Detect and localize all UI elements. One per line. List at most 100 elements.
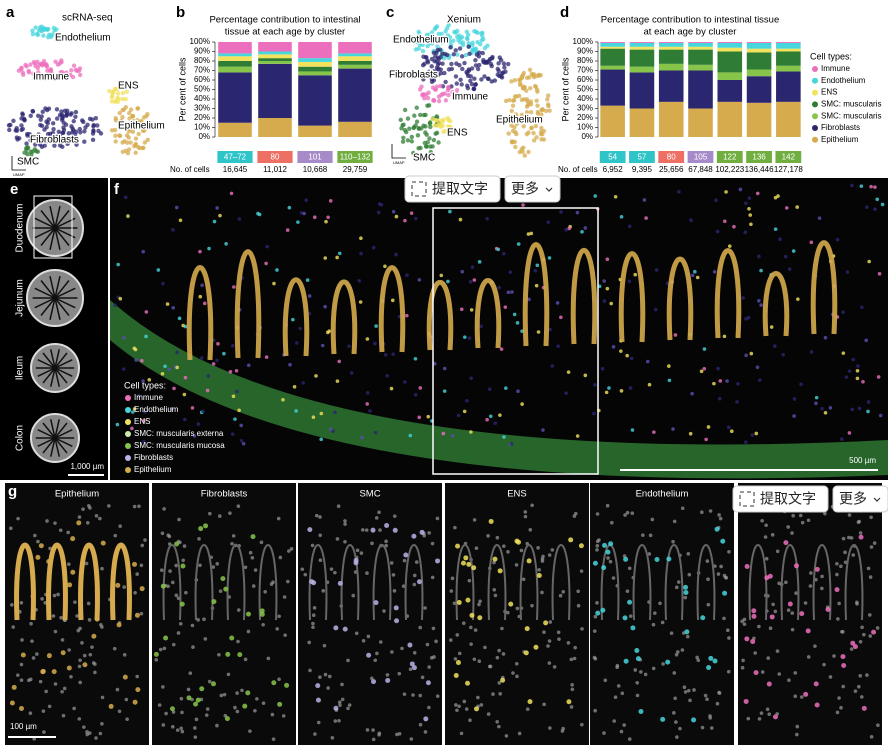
umap-cell	[429, 64, 434, 69]
nucleus	[427, 665, 431, 669]
nucleus	[495, 655, 500, 660]
nucleus	[454, 703, 458, 707]
nucleus	[194, 717, 199, 722]
nucleus	[625, 589, 630, 593]
more-button[interactable]	[504, 175, 561, 203]
umap-cell	[433, 87, 438, 92]
nucleus	[595, 544, 600, 548]
cell	[337, 359, 342, 364]
umap-cell	[460, 66, 465, 72]
cell	[241, 441, 246, 446]
bar-segment	[658, 42, 684, 43]
highlight-cell	[198, 526, 204, 532]
nucleus	[540, 590, 544, 595]
umap-cell	[442, 91, 448, 96]
cell	[628, 386, 633, 390]
nucleus	[675, 735, 679, 739]
nucleus	[572, 656, 577, 661]
highlight-cell	[524, 626, 530, 632]
cell	[604, 390, 609, 395]
nucleus	[790, 531, 794, 535]
nucleus	[73, 600, 77, 604]
category-box	[658, 151, 685, 163]
umap-cell	[421, 77, 426, 82]
umap-cell	[522, 153, 528, 158]
nucleus	[477, 602, 481, 607]
nucleus	[30, 639, 34, 643]
cell	[533, 268, 538, 273]
cell	[759, 303, 763, 307]
cell	[335, 379, 340, 383]
cell	[205, 388, 210, 393]
cell	[459, 307, 464, 312]
cell	[866, 400, 871, 404]
y-tick-label: 70%	[194, 66, 210, 75]
umap-cell	[47, 32, 52, 38]
umap-cell	[426, 103, 432, 108]
umap-cell	[528, 115, 533, 121]
umap-cell	[60, 114, 66, 119]
chart-title: Percentage contribution to intestinal	[209, 15, 360, 26]
cell	[281, 398, 285, 402]
panel-label: b	[176, 4, 185, 21]
bar-segment	[658, 49, 684, 64]
umap-cell	[536, 72, 541, 78]
nucleus	[355, 548, 360, 553]
cell	[851, 357, 856, 362]
umap-cell	[73, 129, 79, 134]
cell	[379, 202, 384, 207]
umap-cell	[429, 41, 435, 46]
extract-text-button[interactable]	[404, 175, 501, 203]
nucleus	[576, 589, 580, 594]
category-box	[599, 151, 626, 163]
cell	[337, 251, 342, 256]
bar-segment	[600, 48, 625, 66]
tissue-fold	[49, 227, 56, 251]
nucleus	[100, 566, 104, 571]
nucleus	[318, 558, 323, 563]
panel-label: a	[6, 4, 15, 21]
cell	[485, 216, 489, 221]
umap-cell	[513, 144, 518, 150]
cell	[417, 415, 422, 420]
umap-cell	[459, 54, 465, 59]
nucleus	[100, 721, 104, 726]
cell	[232, 285, 236, 289]
umap-cell	[19, 123, 24, 128]
villus	[330, 279, 358, 355]
villus	[46, 542, 68, 621]
nucleus	[205, 707, 210, 711]
cell	[323, 256, 328, 260]
nucleus	[813, 644, 817, 648]
umap-cell	[527, 67, 533, 72]
nucleus	[337, 700, 342, 705]
cell	[417, 278, 422, 282]
cell	[555, 301, 560, 305]
cell	[875, 197, 880, 202]
umap-cell	[422, 140, 427, 146]
nucleus	[343, 539, 347, 544]
umap-cell	[417, 87, 423, 92]
nucleus	[593, 656, 598, 661]
bar-segment	[338, 68, 372, 122]
umap-cell	[539, 112, 544, 117]
tissue-fold	[49, 205, 56, 229]
umap-label: Fibroblasts	[389, 70, 438, 81]
umap-cell	[135, 117, 140, 123]
extract-text-button[interactable]	[732, 485, 829, 513]
y-tick-label: 60%	[577, 75, 593, 84]
nucleus	[278, 555, 283, 560]
nucleus	[269, 582, 274, 586]
cell	[787, 267, 792, 271]
highlight-cell	[11, 684, 17, 690]
bar-segment	[658, 70, 684, 102]
nucleus	[630, 511, 635, 516]
nucleus	[757, 717, 762, 721]
umap-cell	[120, 90, 126, 96]
umap-cell	[61, 127, 67, 133]
cell	[359, 236, 363, 241]
nucleus	[286, 579, 290, 584]
nucleus	[226, 672, 231, 677]
cell	[593, 383, 597, 387]
more-button[interactable]	[832, 485, 888, 513]
